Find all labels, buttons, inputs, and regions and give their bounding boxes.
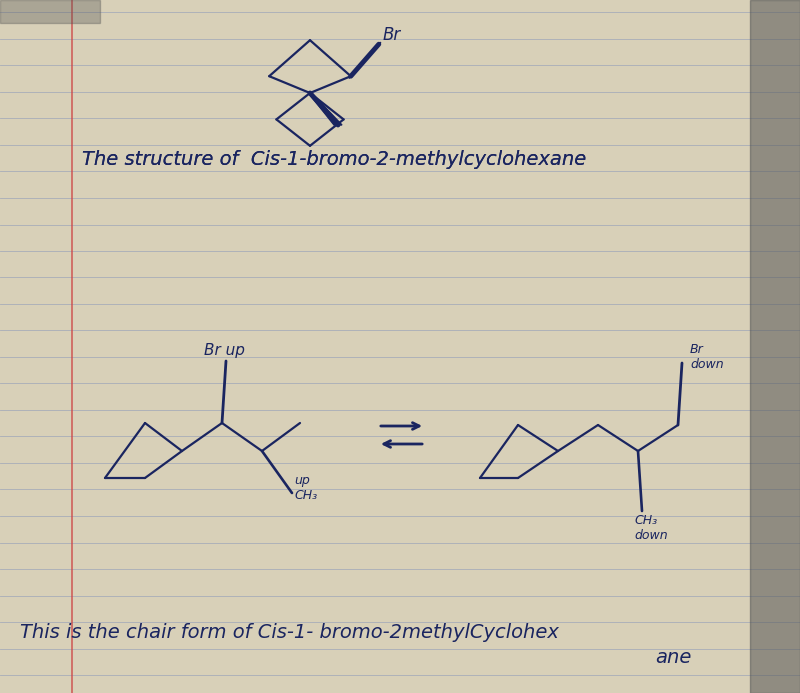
Text: Br: Br: [383, 26, 401, 44]
Text: CH₃
down: CH₃ down: [634, 514, 668, 542]
Text: Br
down: Br down: [690, 343, 724, 371]
Text: The structure of  Cis-1-bromo-2-methylcyclohexane: The structure of Cis-1-bromo-2-methylcyc…: [82, 150, 586, 169]
Bar: [0, 0, 100, 23]
Bar: [750, 0, 800, 693]
Text: up
CH₃: up CH₃: [294, 474, 317, 502]
Text: ane: ane: [655, 648, 691, 667]
Polygon shape: [349, 42, 381, 78]
Text: This is the chair form of Cis-1- bromo-2methylCyclohex: This is the chair form of Cis-1- bromo-2…: [20, 623, 559, 642]
Text: Br up: Br up: [204, 343, 245, 358]
Polygon shape: [309, 93, 342, 125]
Text: The structure of  Cis-1-bromo-2-methylcyclohexane: The structure of Cis-1-bromo-2-methylcyc…: [82, 150, 586, 169]
